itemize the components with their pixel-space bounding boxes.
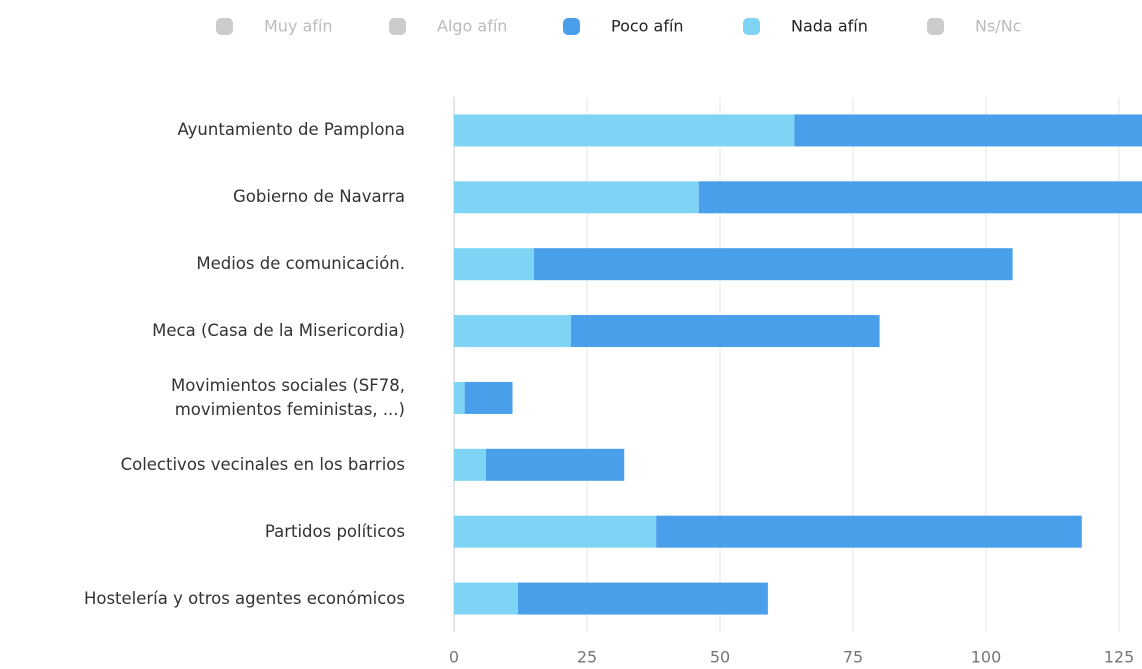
x-tick-label: 75 [843, 648, 863, 667]
bar [517, 582, 768, 615]
x-tick-label: 25 [577, 648, 597, 667]
x-tick-label: 100 [971, 648, 1002, 667]
y-tick-label: Gobierno de Navarra [233, 187, 405, 207]
x-tick-label: 125 [1104, 648, 1135, 667]
legend-marker[interactable] [743, 18, 760, 35]
x-tick-label: 50 [710, 648, 730, 667]
y-tick-label: Medios de comunicación. [196, 254, 405, 274]
bar [571, 315, 880, 348]
legend-label[interactable]: Muy afín [264, 17, 333, 36]
legend-label[interactable]: Nada afín [791, 17, 868, 36]
bar [533, 248, 1013, 281]
bar [485, 448, 625, 481]
y-tick-label: Movimientos sociales (SF78, movimientos … [170, 375, 405, 419]
legend-marker[interactable] [389, 18, 406, 35]
y-tick-label: Meca (Casa de la Misericordia) [152, 321, 405, 341]
bar [454, 448, 486, 481]
bar [454, 248, 534, 281]
legend-label[interactable]: Ns/Nc [975, 17, 1021, 36]
legend-marker[interactable] [563, 18, 580, 35]
y-tick-label: Hostelería y otros agentes económicos [83, 588, 405, 608]
bar [454, 515, 657, 548]
y-tick-label: Ayuntamiento de Pamplona [177, 120, 406, 140]
legend-label[interactable]: Poco afín [611, 17, 684, 36]
bar [454, 381, 465, 414]
legend-marker[interactable] [927, 18, 944, 35]
bar [698, 181, 1142, 214]
y-tick-label: Partidos políticos [264, 521, 405, 541]
bar [454, 114, 795, 147]
bar [454, 315, 572, 348]
bar [454, 181, 699, 214]
bar [454, 582, 518, 615]
legend-label[interactable]: Algo afín [437, 17, 507, 36]
bar [464, 381, 513, 414]
bars [454, 114, 1142, 615]
x-tick-label: 0 [449, 648, 459, 667]
bar [656, 515, 1082, 548]
legend-marker[interactable] [216, 18, 233, 35]
y-tick-label: Colectivos vecinales en los barrios [120, 454, 405, 474]
bar [794, 114, 1142, 147]
